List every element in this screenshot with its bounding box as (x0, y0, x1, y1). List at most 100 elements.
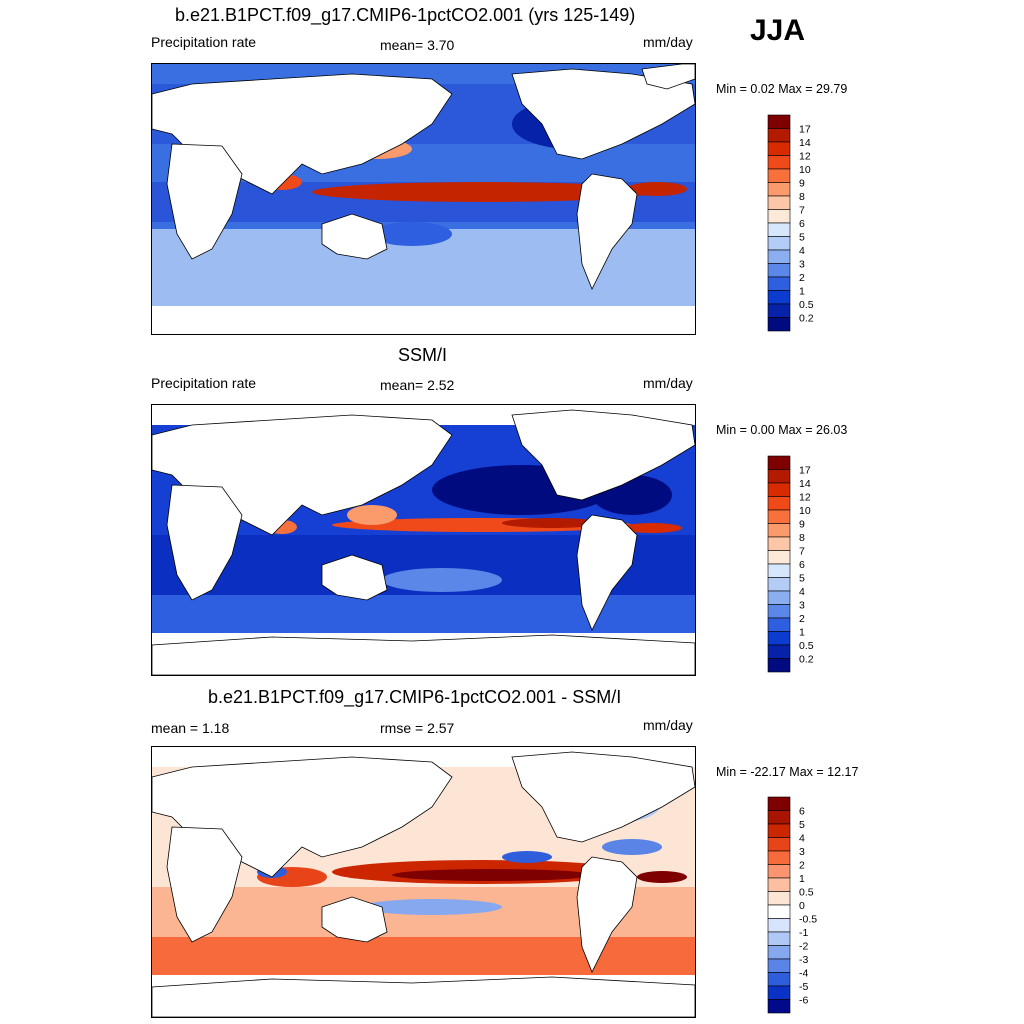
colorbar-swatch (767, 810, 791, 825)
colorbar-tick-label: 5 (799, 573, 805, 585)
colorbar-swatch (767, 303, 791, 318)
colorbar-swatch (767, 222, 791, 237)
colorbar-tick-label: 14 (799, 478, 811, 490)
colorbar-tick-label: 7 (799, 205, 805, 217)
colorbar-tick-label: 8 (799, 532, 805, 544)
colorbar-tick-label: -5 (799, 981, 808, 993)
colorbar-tick-label: 3 (799, 600, 805, 612)
panel-2-continents (152, 409, 695, 675)
colorbar-tick-label: 1 (799, 873, 805, 885)
colorbar-swatch (767, 904, 791, 919)
colorbar-tick-label: 4 (799, 245, 805, 257)
colorbar-tick-label: 2 (799, 613, 805, 625)
colorbar-swatch (767, 195, 791, 210)
colorbar-tick-label: 12 (799, 492, 811, 504)
colorbar-tick-label: 12 (799, 151, 811, 163)
panel-2-title: SSM/I (398, 345, 448, 365)
colorbar-swatch (767, 644, 791, 659)
panel-1-continents (152, 64, 695, 290)
colorbar-swatch (767, 972, 791, 987)
colorbar-swatch (767, 276, 791, 291)
colorbar-swatch (767, 141, 791, 156)
colorbar-tick-label: 2 (799, 860, 805, 872)
colorbar-swatch (767, 536, 791, 551)
colorbar-tick-label: 0.5 (799, 299, 814, 311)
colorbar-tick-label: 5 (799, 232, 805, 244)
season-label: JJA (750, 14, 806, 47)
colorbar-swatch (767, 617, 791, 632)
colorbar-tick-label: 14 (799, 137, 811, 149)
panel-1-colorbar: 17 14 12 10 9 8 7 6 5 4 3 2 1 0.5 0.2 (767, 114, 828, 332)
panel-2-colorbar: 17 14 12 10 9 8 7 6 5 4 3 2 1 0.5 0.2 (767, 455, 828, 673)
colorbar-swatch (767, 837, 791, 852)
colorbar-swatch (767, 823, 791, 838)
colorbar-swatch (767, 850, 791, 865)
colorbar-tick-label: 5 (799, 819, 805, 831)
panel-1-minmax: Min = 0.02 Max = 29.79 (716, 82, 848, 96)
colorbar-tick-label: 9 (799, 178, 805, 190)
colorbar-tick-label: -1 (799, 927, 808, 939)
colorbar-swatch (767, 249, 791, 264)
colorbar-tick-label: -4 (799, 968, 808, 980)
panel-3-continents (152, 751, 695, 1017)
colorbar-swatch (767, 958, 791, 973)
colorbar-swatch (767, 604, 791, 619)
colorbar-tick-label: -2 (799, 941, 808, 953)
colorbar-tick-label: 1 (799, 627, 805, 639)
colorbar-swatch (767, 590, 791, 605)
panel-1-title: b.e21.B1PCT.f09_g17.CMIP6-1pctCO2.001 (y… (175, 5, 636, 25)
colorbar-tick-label: 0.2 (799, 654, 814, 666)
panel-1-map (151, 63, 696, 335)
panel-1-variable-label: Precipitation rate (151, 34, 257, 50)
colorbar-tick-label: 8 (799, 191, 805, 203)
colorbar-swatch (767, 209, 791, 224)
colorbar-tick-label: 6 (799, 559, 805, 571)
colorbar-swatch (767, 796, 791, 811)
colorbar-tick-label: 6 (799, 218, 805, 230)
panel-3-mean-label: mean = 1.18 (151, 720, 230, 736)
colorbar-tick-label: 6 (799, 806, 805, 818)
colorbar-swatch (767, 455, 791, 470)
colorbar-swatch (767, 577, 791, 592)
panel-2-minmax: Min = 0.00 Max = 26.03 (716, 423, 848, 437)
colorbar-tick-label: 4 (799, 833, 805, 845)
colorbar-tick-label: 3 (799, 259, 805, 271)
panel-3-units: mm/day (643, 717, 693, 733)
panel-3-rmse-label: rmse = 2.57 (380, 720, 455, 736)
colorbar-swatch (767, 523, 791, 538)
colorbar-tick-label: 17 (799, 465, 811, 477)
colorbar-tick-label: 9 (799, 519, 805, 531)
colorbar-tick-label: -0.5 (799, 914, 817, 926)
panel-2-variable-label: Precipitation rate (151, 375, 257, 391)
colorbar-tick-label: 4 (799, 586, 805, 598)
colorbar-swatch (767, 482, 791, 497)
panel-2-units: mm/day (643, 375, 693, 391)
colorbar-swatch (767, 891, 791, 906)
colorbar-swatch (767, 182, 791, 197)
panel-1-units: mm/day (643, 34, 693, 50)
colorbar-swatch (767, 658, 791, 673)
panel-3-minmax: Min = -22.17 Max = 12.17 (716, 765, 859, 779)
colorbar-tick-label: 3 (799, 846, 805, 858)
colorbar-tick-label: 0 (799, 900, 805, 912)
colorbar-tick-label: 0.2 (799, 313, 814, 325)
colorbar-swatch (767, 496, 791, 511)
colorbar-swatch (767, 263, 791, 278)
colorbar-swatch (767, 550, 791, 565)
colorbar-tick-label: 0.5 (799, 887, 814, 899)
colorbar-tick-label: 7 (799, 546, 805, 558)
colorbar-swatch (767, 931, 791, 946)
colorbar-tick-label: 10 (799, 505, 811, 517)
colorbar-tick-label: 17 (799, 124, 811, 136)
panel-3-colorbar: 6 5 4 3 2 1 0.5 0 -0.5 -1 -2 -3 -4 -5 -6 (767, 796, 828, 1014)
colorbar-swatch (767, 631, 791, 646)
panel-2-map (151, 404, 696, 676)
colorbar-swatch (767, 128, 791, 143)
colorbar-tick-label: -3 (799, 954, 808, 966)
colorbar-swatch (767, 114, 791, 129)
colorbar-swatch (767, 155, 791, 170)
colorbar-swatch (767, 563, 791, 578)
panel-3-title: b.e21.B1PCT.f09_g17.CMIP6-1pctCO2.001 - … (208, 687, 622, 707)
colorbar-swatch (767, 877, 791, 892)
colorbar-tick-label: -6 (799, 995, 808, 1007)
